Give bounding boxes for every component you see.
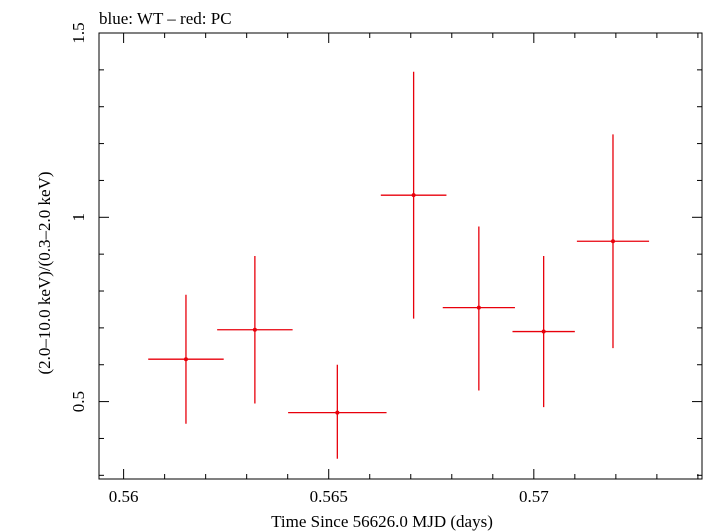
axis-ticks bbox=[99, 32, 702, 479]
y-tick-label: 1 bbox=[69, 213, 88, 222]
point-marker bbox=[183, 357, 188, 362]
data-point bbox=[148, 294, 224, 424]
axis-tick-labels: 0.56 0.565 0.57 0.5 1 1.5 bbox=[69, 22, 549, 506]
data-point bbox=[442, 226, 515, 391]
point-marker bbox=[335, 410, 340, 415]
point-marker bbox=[610, 239, 615, 244]
x-tick-label: 0.565 bbox=[310, 487, 348, 506]
point-marker bbox=[411, 193, 416, 198]
point-marker bbox=[476, 305, 481, 310]
data-point bbox=[380, 71, 447, 319]
point-marker bbox=[252, 327, 257, 332]
point-marker bbox=[541, 329, 546, 334]
x-axis-label: Time Since 56626.0 MJD (days) bbox=[271, 512, 493, 531]
chart-title: blue: WT – red: PC bbox=[99, 9, 232, 28]
y-axis-label: (2.0–10.0 keV)/(0.3–2.0 keV) bbox=[35, 171, 54, 374]
plot-frame bbox=[98, 32, 703, 480]
data-point bbox=[217, 256, 293, 404]
x-tick-label: 0.57 bbox=[519, 487, 549, 506]
data-point bbox=[512, 256, 575, 408]
y-tick-label: 0.5 bbox=[69, 391, 88, 412]
x-tick-label: 0.56 bbox=[109, 487, 139, 506]
data-point bbox=[576, 134, 650, 349]
data-points bbox=[148, 71, 650, 459]
y-tick-label: 1.5 bbox=[69, 22, 88, 43]
data-point bbox=[288, 364, 387, 459]
